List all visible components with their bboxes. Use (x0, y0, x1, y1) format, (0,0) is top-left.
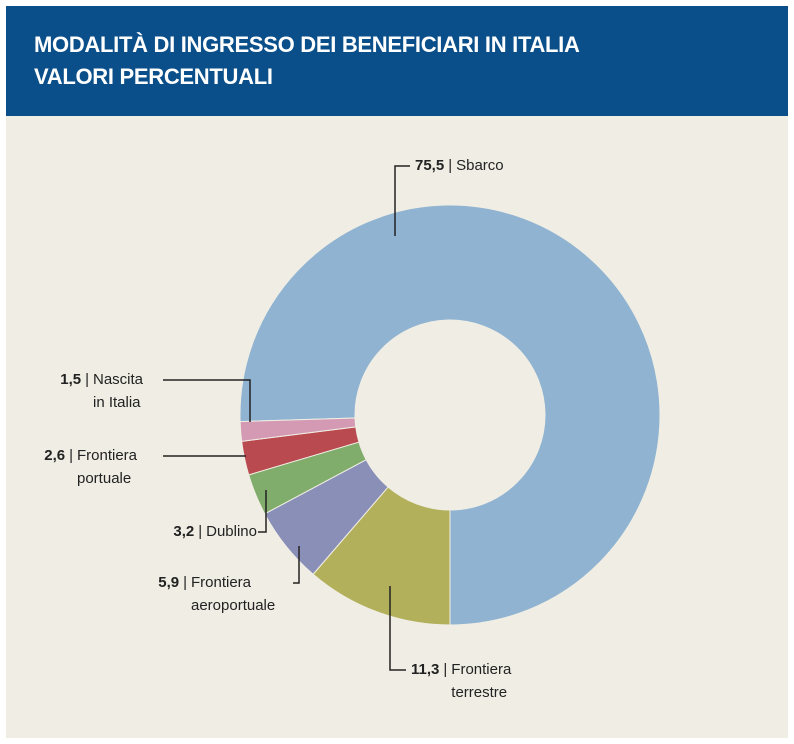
data-label: 5,9 | Frontiera aeroportuale (158, 571, 291, 617)
separator: | (183, 574, 187, 591)
value-label: 75,5 (415, 157, 445, 174)
leader-line (394, 165, 410, 236)
separator: | (198, 523, 203, 540)
value-label: 5,9 (158, 574, 180, 591)
data-label: 75,5 | Sbarco (415, 154, 504, 177)
data-label: 1,5 | Nascita in Italia (60, 368, 157, 414)
category-label: Frontiera aeroportuale (191, 574, 276, 614)
donut-slice (239, 417, 357, 442)
category-label: Dublino (206, 523, 257, 540)
value-label: 11,3 (411, 661, 440, 678)
data-label: 3,2 | Dublino (173, 520, 257, 543)
leader-line (389, 586, 406, 671)
category-label: Frontiera terrestre (451, 661, 512, 701)
value-label: 2,6 (44, 447, 66, 464)
value-label: 1,5 (60, 371, 82, 388)
header: MODALITÀ DI INGRESSO DEI BENEFICIARI IN … (6, 6, 788, 116)
donut-slice (239, 204, 661, 626)
leader-line (163, 379, 251, 422)
separator: | (85, 371, 89, 388)
data-label: 2,6 | Frontiera portuale (44, 444, 157, 490)
data-label: 11,3 | Frontiera terrestre (411, 658, 546, 704)
chart-subtitle: VALORI PERCENTUALI (34, 64, 273, 89)
category-label: Frontiera portuale (77, 447, 138, 487)
chart-title: MODALITÀ DI INGRESSO DEI BENEFICIARI IN … (34, 32, 580, 57)
value-label: 3,2 (173, 523, 195, 540)
leader-line (258, 490, 267, 533)
chart-frame: MODALITÀ DI INGRESSO DEI BENEFICIARI IN … (6, 6, 788, 738)
separator: | (448, 157, 453, 174)
separator: | (69, 447, 73, 464)
separator: | (443, 661, 448, 678)
chart (163, 165, 661, 671)
leader-line (293, 546, 300, 584)
category-label: Nascita in Italia (93, 371, 144, 411)
category-label: Sbarco (456, 157, 504, 174)
